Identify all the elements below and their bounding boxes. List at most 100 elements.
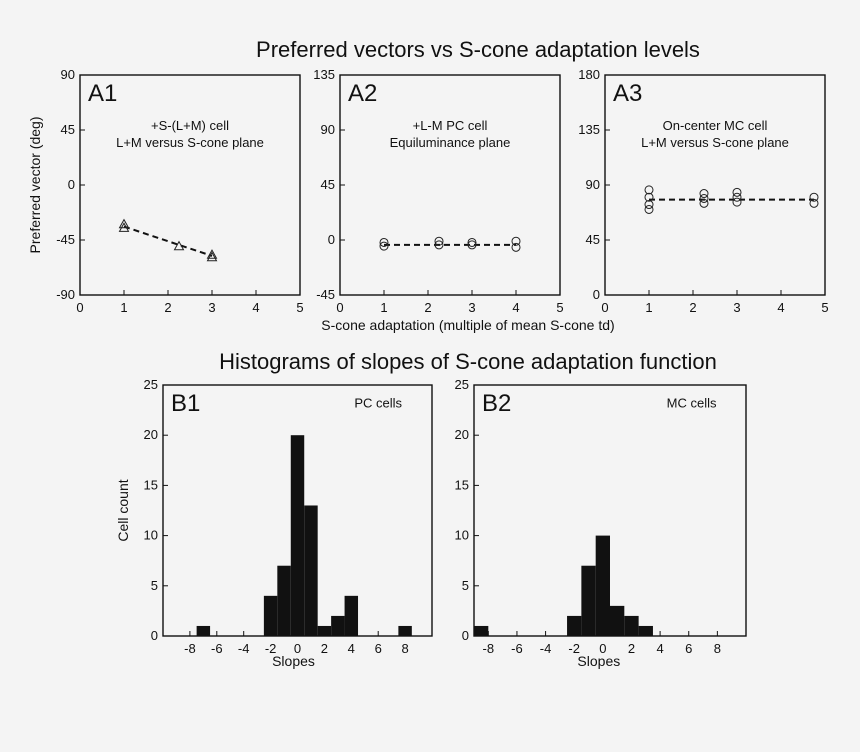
x-tick-label: 2	[164, 300, 171, 315]
y-tick-label: 90	[586, 177, 600, 192]
y-tick-label: 10	[455, 528, 469, 543]
panel-b1: B1 PC cells 0 5 10 15 20 25 -8 -6 -4 -2 0 2 4 6 8 Cell co…	[115, 377, 433, 669]
x-tick-label: 2	[321, 641, 328, 656]
x-tick-label: 3	[733, 300, 740, 315]
histogram-bar	[610, 605, 625, 636]
data-point	[379, 237, 389, 247]
shared-x-axis-label: S-cone adaptation (multiple of mean S-co…	[321, 317, 614, 333]
panels: A1 +S-(L+M) cell L+M versus S-cone plane -9…	[27, 67, 829, 669]
panel-annotation: L+M versus S-cone plane	[116, 135, 264, 150]
histogram-bar	[196, 625, 211, 636]
plot-frame	[339, 74, 561, 296]
panel-annotation: Equiluminance plane	[390, 135, 511, 150]
data-point	[206, 249, 218, 259]
y-tick-label: 20	[455, 427, 469, 442]
y-tick-label: 135	[313, 67, 335, 82]
y-tick-label: 15	[144, 477, 158, 492]
data-point	[699, 189, 709, 199]
panel-annotation: MC cells	[667, 396, 717, 411]
data-point	[467, 240, 477, 250]
x-tick-label: 5	[296, 300, 303, 315]
data-point	[467, 237, 477, 247]
x-tick-label: -4	[540, 641, 552, 656]
histogram-bar	[344, 595, 359, 636]
x-tick-label: -6	[211, 641, 223, 656]
histogram-bar	[398, 625, 412, 636]
x-tick-label: 5	[556, 300, 563, 315]
x-tick-label: 0	[294, 641, 301, 656]
panel-annotation: PC cells	[354, 396, 402, 411]
histogram-bar	[331, 615, 345, 636]
plot-frame	[604, 74, 826, 296]
data-point	[434, 236, 444, 246]
panel-a3: A3 On-center MC cell L+M versus S-cone pla…	[578, 67, 828, 315]
x-tick-label: -2	[568, 641, 580, 656]
y-tick-label: 5	[151, 578, 158, 593]
x-tick-label: 4	[777, 300, 784, 315]
fit-line	[123, 225, 213, 257]
data-point	[511, 236, 521, 246]
y-tick-label: 15	[455, 477, 469, 492]
y-tick-label: 10	[144, 528, 158, 543]
histogram-bar	[638, 625, 653, 636]
data-point	[379, 241, 389, 251]
panel-label: A3	[613, 80, 642, 107]
y-tick-label: 0	[328, 232, 335, 247]
data-point	[173, 240, 185, 251]
y-tick-label: 20	[144, 427, 158, 442]
data-point	[644, 204, 654, 214]
x-tick-label: -4	[238, 641, 250, 656]
x-tick-label: -2	[265, 641, 277, 656]
y-tick-label: 45	[61, 122, 75, 137]
data-point	[511, 242, 521, 252]
histogram-bar	[567, 615, 582, 636]
y-tick-label: -45	[316, 287, 335, 302]
y-axis-label: Preferred vector (deg)	[27, 117, 43, 254]
panel-label: A2	[348, 80, 377, 107]
y-tick-label: 135	[578, 122, 600, 137]
x-tick-label: 0	[76, 300, 83, 315]
data-point	[434, 240, 444, 250]
histogram-bar	[263, 595, 278, 636]
data-point	[732, 192, 742, 202]
y-tick-label: 0	[462, 628, 469, 643]
data-point	[644, 200, 654, 210]
x-tick-label: 1	[380, 300, 387, 315]
section-b-title: Histograms of slopes of S-cone adaptatio…	[219, 349, 717, 374]
y-tick-label: 0	[593, 287, 600, 302]
panel-annotation: On-center MC cell	[663, 118, 768, 133]
histogram-bar	[277, 565, 291, 636]
section-a-title: Preferred vectors vs S-cone adaptation l…	[256, 37, 700, 62]
x-tick-label: 1	[120, 300, 127, 315]
panel-annotation: +S-(L+M) cell	[151, 118, 229, 133]
x-tick-label: -8	[184, 641, 196, 656]
y-tick-label: 5	[462, 578, 469, 593]
y-tick-label: 25	[144, 377, 158, 392]
panel-label: B2	[482, 390, 511, 417]
x-tick-label: -8	[483, 641, 495, 656]
data-point	[118, 218, 130, 229]
y-tick-label: -45	[56, 232, 75, 247]
panel-annotation: +L-M PC cell	[413, 118, 488, 133]
histogram-bar	[595, 535, 610, 636]
x-tick-label: -6	[511, 641, 523, 656]
histogram-bar	[624, 615, 639, 636]
histogram-bar	[317, 625, 332, 636]
x-tick-label: 6	[375, 641, 382, 656]
y-tick-label: 0	[151, 628, 158, 643]
data-point	[118, 222, 130, 232]
x-tick-label: 4	[656, 641, 663, 656]
y-tick-label: 180	[578, 67, 600, 82]
x-axis-label: Slopes	[272, 653, 315, 669]
y-tick-label: -90	[56, 287, 75, 302]
x-tick-label: 4	[512, 300, 519, 315]
data-point	[809, 192, 819, 202]
panel-a1: A1 +S-(L+M) cell L+M versus S-cone plane -9…	[27, 67, 304, 315]
panel-label: B1	[171, 390, 200, 417]
data-point	[644, 185, 654, 195]
data-point	[644, 192, 654, 202]
x-tick-label: 0	[336, 300, 343, 315]
x-tick-label: 4	[252, 300, 259, 315]
